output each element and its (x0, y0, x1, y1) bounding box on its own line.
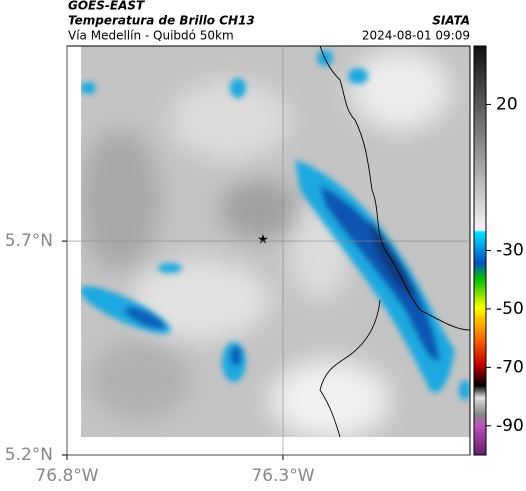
subtitle: Temperatura de Brillo CH13 (68, 14, 255, 28)
y-tick-label: 5.2°N (5, 445, 53, 465)
datetime: 2024-08-01 09:09 (362, 29, 470, 43)
x-tick-label: 76.3°W (251, 466, 314, 486)
marker: ★ (257, 233, 269, 248)
colorbar-tick-label: -30 (496, 241, 524, 261)
colorbar (473, 45, 487, 456)
source: SIATA (432, 14, 470, 28)
y-tick-label: 5.7°N (5, 231, 53, 251)
colorbar-tick-label: 20 (496, 94, 518, 114)
region: Vía Medellín - Quibdó 50km (68, 29, 234, 43)
x-tick-label: 76.8°W (35, 466, 98, 486)
satellite-image: ★ (81, 46, 470, 437)
colorbar-tick-label: -50 (496, 299, 524, 319)
colorbar-tick-label: -70 (496, 357, 524, 377)
colorbar-tick-label: -90 (496, 416, 524, 436)
title: GOES-EAST (68, 0, 145, 13)
